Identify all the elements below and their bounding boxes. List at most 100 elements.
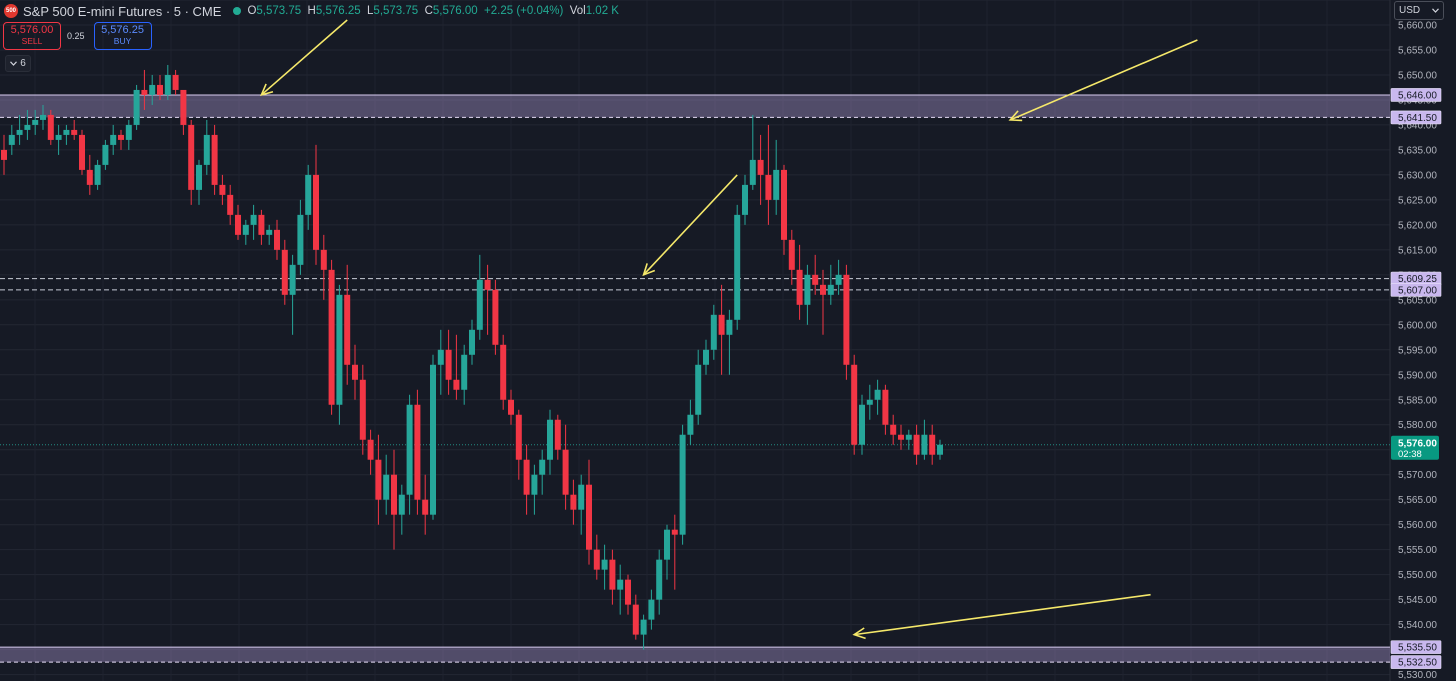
candle-body: [898, 434, 904, 440]
candle-body: [40, 114, 46, 120]
y-tick-label: 5,580.00: [1398, 420, 1437, 431]
candle-body: [929, 434, 936, 455]
candle-body: [500, 344, 507, 400]
candle-body: [664, 529, 670, 560]
candle-body: [648, 599, 655, 620]
level-label-bg: [1390, 283, 1442, 297]
candle-body: [570, 494, 577, 510]
candle-body: [562, 449, 569, 495]
indicators-count: 6: [20, 58, 26, 69]
candle-body: [445, 349, 452, 380]
candle-body: [203, 134, 210, 165]
y-tick-label: 5,595.00: [1398, 345, 1437, 356]
candle-body: [515, 414, 522, 460]
candle-body: [508, 399, 514, 415]
candle-body: [63, 129, 70, 135]
candle-body: [882, 389, 889, 425]
candle-body: [913, 434, 920, 455]
candle-body: [547, 419, 553, 460]
candle-body: [55, 134, 62, 140]
y-tick-label: 5,605.00: [1398, 295, 1437, 306]
candle-body: [297, 214, 304, 265]
candle-body: [765, 174, 772, 200]
candle-body: [695, 364, 702, 415]
candle-body: [1, 149, 7, 160]
candle-body: [890, 424, 897, 435]
sell-button[interactable]: 5,576.00 SELL: [3, 22, 61, 50]
buy-price: 5,576.25: [101, 24, 144, 36]
zone-bottom-label-bg: [1390, 655, 1442, 669]
candle-body: [227, 194, 234, 215]
candle-body: [554, 419, 561, 450]
candle-body: [375, 459, 382, 500]
indicators-toggle-button[interactable]: 6: [5, 55, 31, 72]
annotation-arrow: [1009, 39, 1198, 121]
volume-value: 1.02 K: [585, 5, 619, 17]
last-price-label: 5,576.00: [1398, 439, 1437, 450]
candle-body: [601, 559, 608, 570]
candle-body: [336, 294, 343, 405]
candle-body: [851, 364, 858, 445]
high-label: H: [307, 5, 316, 17]
symbol-header: 500 S&P 500 E-mini Futures · 5 · CME O5,…: [4, 2, 619, 20]
candle-body: [274, 229, 280, 250]
candle-body: [149, 84, 156, 95]
candle-body: [827, 284, 834, 295]
zone-top-label: 5,646.00: [1398, 90, 1437, 101]
candle-body: [71, 129, 78, 135]
y-tick-label: 5,655.00: [1398, 45, 1437, 56]
candle-body: [703, 349, 709, 365]
close-label: C: [424, 5, 433, 17]
candle-body: [656, 559, 663, 600]
level-label: 5,607.00: [1398, 285, 1437, 296]
candle-body: [905, 434, 912, 440]
candle-body: [219, 184, 226, 195]
ohlc-readout: O5,573.75 H5,576.25 L5,573.75 C5,576.00 …: [247, 5, 619, 17]
candle-body: [874, 389, 881, 400]
candle-body: [640, 619, 647, 635]
candle-body: [47, 114, 54, 140]
y-tick-label: 5,625.00: [1398, 195, 1437, 206]
candle-body: [820, 284, 826, 295]
low-label: L: [367, 5, 374, 17]
candle-body: [796, 269, 803, 305]
candle-body: [118, 134, 124, 140]
zone-top-label-bg: [1390, 88, 1442, 102]
candle-body: [617, 579, 624, 590]
candle-body: [422, 499, 429, 515]
spread-value: 0.25: [67, 31, 85, 41]
candle-body: [625, 579, 631, 605]
candle-body: [32, 119, 39, 125]
chevron-down-icon: [10, 61, 18, 66]
candle-body: [523, 459, 530, 495]
candle-body: [734, 214, 741, 320]
currency-select[interactable]: USD: [1394, 1, 1444, 20]
open-value: 5,573.75: [256, 5, 302, 17]
symbol-title[interactable]: S&P 500 E-mini Futures · 5 · CME: [23, 3, 222, 19]
candle-body: [320, 249, 327, 270]
y-tick-label: 5,640.00: [1398, 120, 1437, 131]
candle-body: [687, 414, 694, 435]
candle-body: [866, 399, 873, 405]
close-value: 5,576.00: [432, 5, 478, 17]
level-label: 5,609.25: [1398, 274, 1437, 285]
candle-body: [211, 134, 218, 185]
candle-body: [250, 214, 257, 225]
countdown-label: 02:38: [1398, 449, 1422, 460]
candle-body: [710, 314, 717, 350]
candle-body: [328, 269, 335, 405]
candle-body: [8, 134, 15, 145]
candle-body: [757, 159, 764, 175]
y-tick-label: 5,585.00: [1398, 395, 1437, 406]
candle-body: [812, 274, 819, 285]
y-tick-label: 5,615.00: [1398, 245, 1437, 256]
y-tick-label: 5,620.00: [1398, 220, 1437, 231]
candle-body: [157, 84, 163, 95]
y-tick-label: 5,530.00: [1398, 670, 1437, 681]
candle-body: [289, 264, 296, 295]
buy-button[interactable]: 5,576.25 BUY: [93, 22, 152, 50]
candle-body: [141, 89, 148, 95]
annotation-arrow: [260, 19, 348, 96]
y-tick-label: 5,555.00: [1398, 545, 1437, 556]
